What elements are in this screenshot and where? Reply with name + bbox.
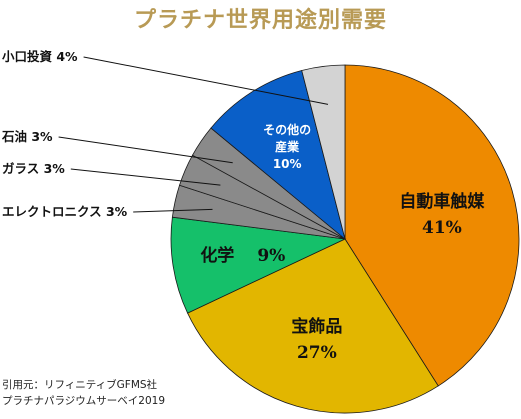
slice-label-6-cont: 産業 xyxy=(275,139,300,154)
leader-line-5 xyxy=(58,136,233,164)
slice-value-0: 41% xyxy=(422,218,462,238)
leader-line-3 xyxy=(133,208,213,213)
pie-labels: 自動車触媒 41% 宝飾品 27% 化学 9% エレクトロニクス 3% ガラス 3% 石油 3%… xyxy=(1,49,485,363)
pie-slice-0 xyxy=(344,64,520,387)
slice-label-4: ガラス 3% xyxy=(2,161,65,176)
pie-slice-6 xyxy=(210,69,346,241)
slice-label-2: 化学 xyxy=(200,245,234,266)
pie-slice-2 xyxy=(170,216,347,314)
slice-value-2: 9% xyxy=(257,246,285,266)
slice-value-6: 10% xyxy=(273,157,302,171)
leader-line-4 xyxy=(70,168,221,186)
chart-title: プラチナ世界用途別需要 xyxy=(133,7,387,33)
leader-line-7 xyxy=(83,56,329,105)
source-line-2: プラチナパラジウムサーベイ2019 xyxy=(2,395,166,407)
pie-slice-1 xyxy=(187,238,439,414)
slice-label-6: その他の xyxy=(263,122,311,137)
pie-slices xyxy=(170,64,520,414)
slice-label-7: 小口投資 4% xyxy=(1,49,78,64)
source-line-1: 引用元：リフィニティブGFMS社 xyxy=(2,379,158,391)
slice-label-5: 石油 3% xyxy=(1,129,53,144)
slice-value-1: 27% xyxy=(297,343,337,363)
slice-label-0: 自動車触媒 xyxy=(399,191,485,212)
slice-label-3: エレクトロニクス 3% xyxy=(2,204,128,219)
source-note: 引用元：リフィニティブGFMS社 プラチナパラジウムサーベイ2019 xyxy=(2,377,165,409)
slice-label-1: 宝飾品 xyxy=(291,316,342,337)
pie-slice-7 xyxy=(301,64,346,240)
